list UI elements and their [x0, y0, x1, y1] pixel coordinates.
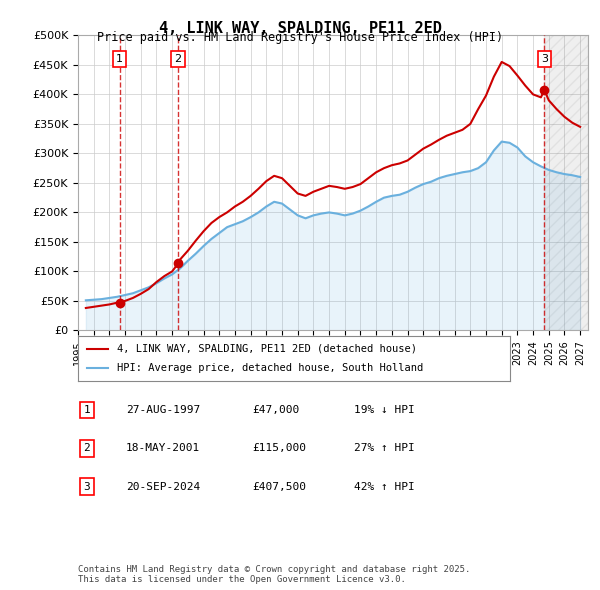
Text: Contains HM Land Registry data © Crown copyright and database right 2025.
This d: Contains HM Land Registry data © Crown c… — [78, 565, 470, 584]
Text: £115,000: £115,000 — [252, 444, 306, 453]
Text: HPI: Average price, detached house, South Holland: HPI: Average price, detached house, Sout… — [117, 363, 423, 373]
Text: 2: 2 — [83, 444, 91, 453]
Text: Price paid vs. HM Land Registry's House Price Index (HPI): Price paid vs. HM Land Registry's House … — [97, 31, 503, 44]
Text: 18-MAY-2001: 18-MAY-2001 — [126, 444, 200, 453]
Text: 1: 1 — [83, 405, 91, 415]
Text: 1: 1 — [116, 54, 123, 64]
Text: £407,500: £407,500 — [252, 482, 306, 491]
Text: 4, LINK WAY, SPALDING, PE11 2ED (detached house): 4, LINK WAY, SPALDING, PE11 2ED (detache… — [117, 344, 417, 353]
Text: 2: 2 — [175, 54, 182, 64]
Text: £47,000: £47,000 — [252, 405, 299, 415]
Text: 42% ↑ HPI: 42% ↑ HPI — [354, 482, 415, 491]
Text: 3: 3 — [541, 54, 548, 64]
Text: 27% ↑ HPI: 27% ↑ HPI — [354, 444, 415, 453]
Text: 27-AUG-1997: 27-AUG-1997 — [126, 405, 200, 415]
Text: 20-SEP-2024: 20-SEP-2024 — [126, 482, 200, 491]
Text: 4, LINK WAY, SPALDING, PE11 2ED: 4, LINK WAY, SPALDING, PE11 2ED — [158, 21, 442, 35]
Text: 3: 3 — [83, 482, 91, 491]
Text: 19% ↓ HPI: 19% ↓ HPI — [354, 405, 415, 415]
